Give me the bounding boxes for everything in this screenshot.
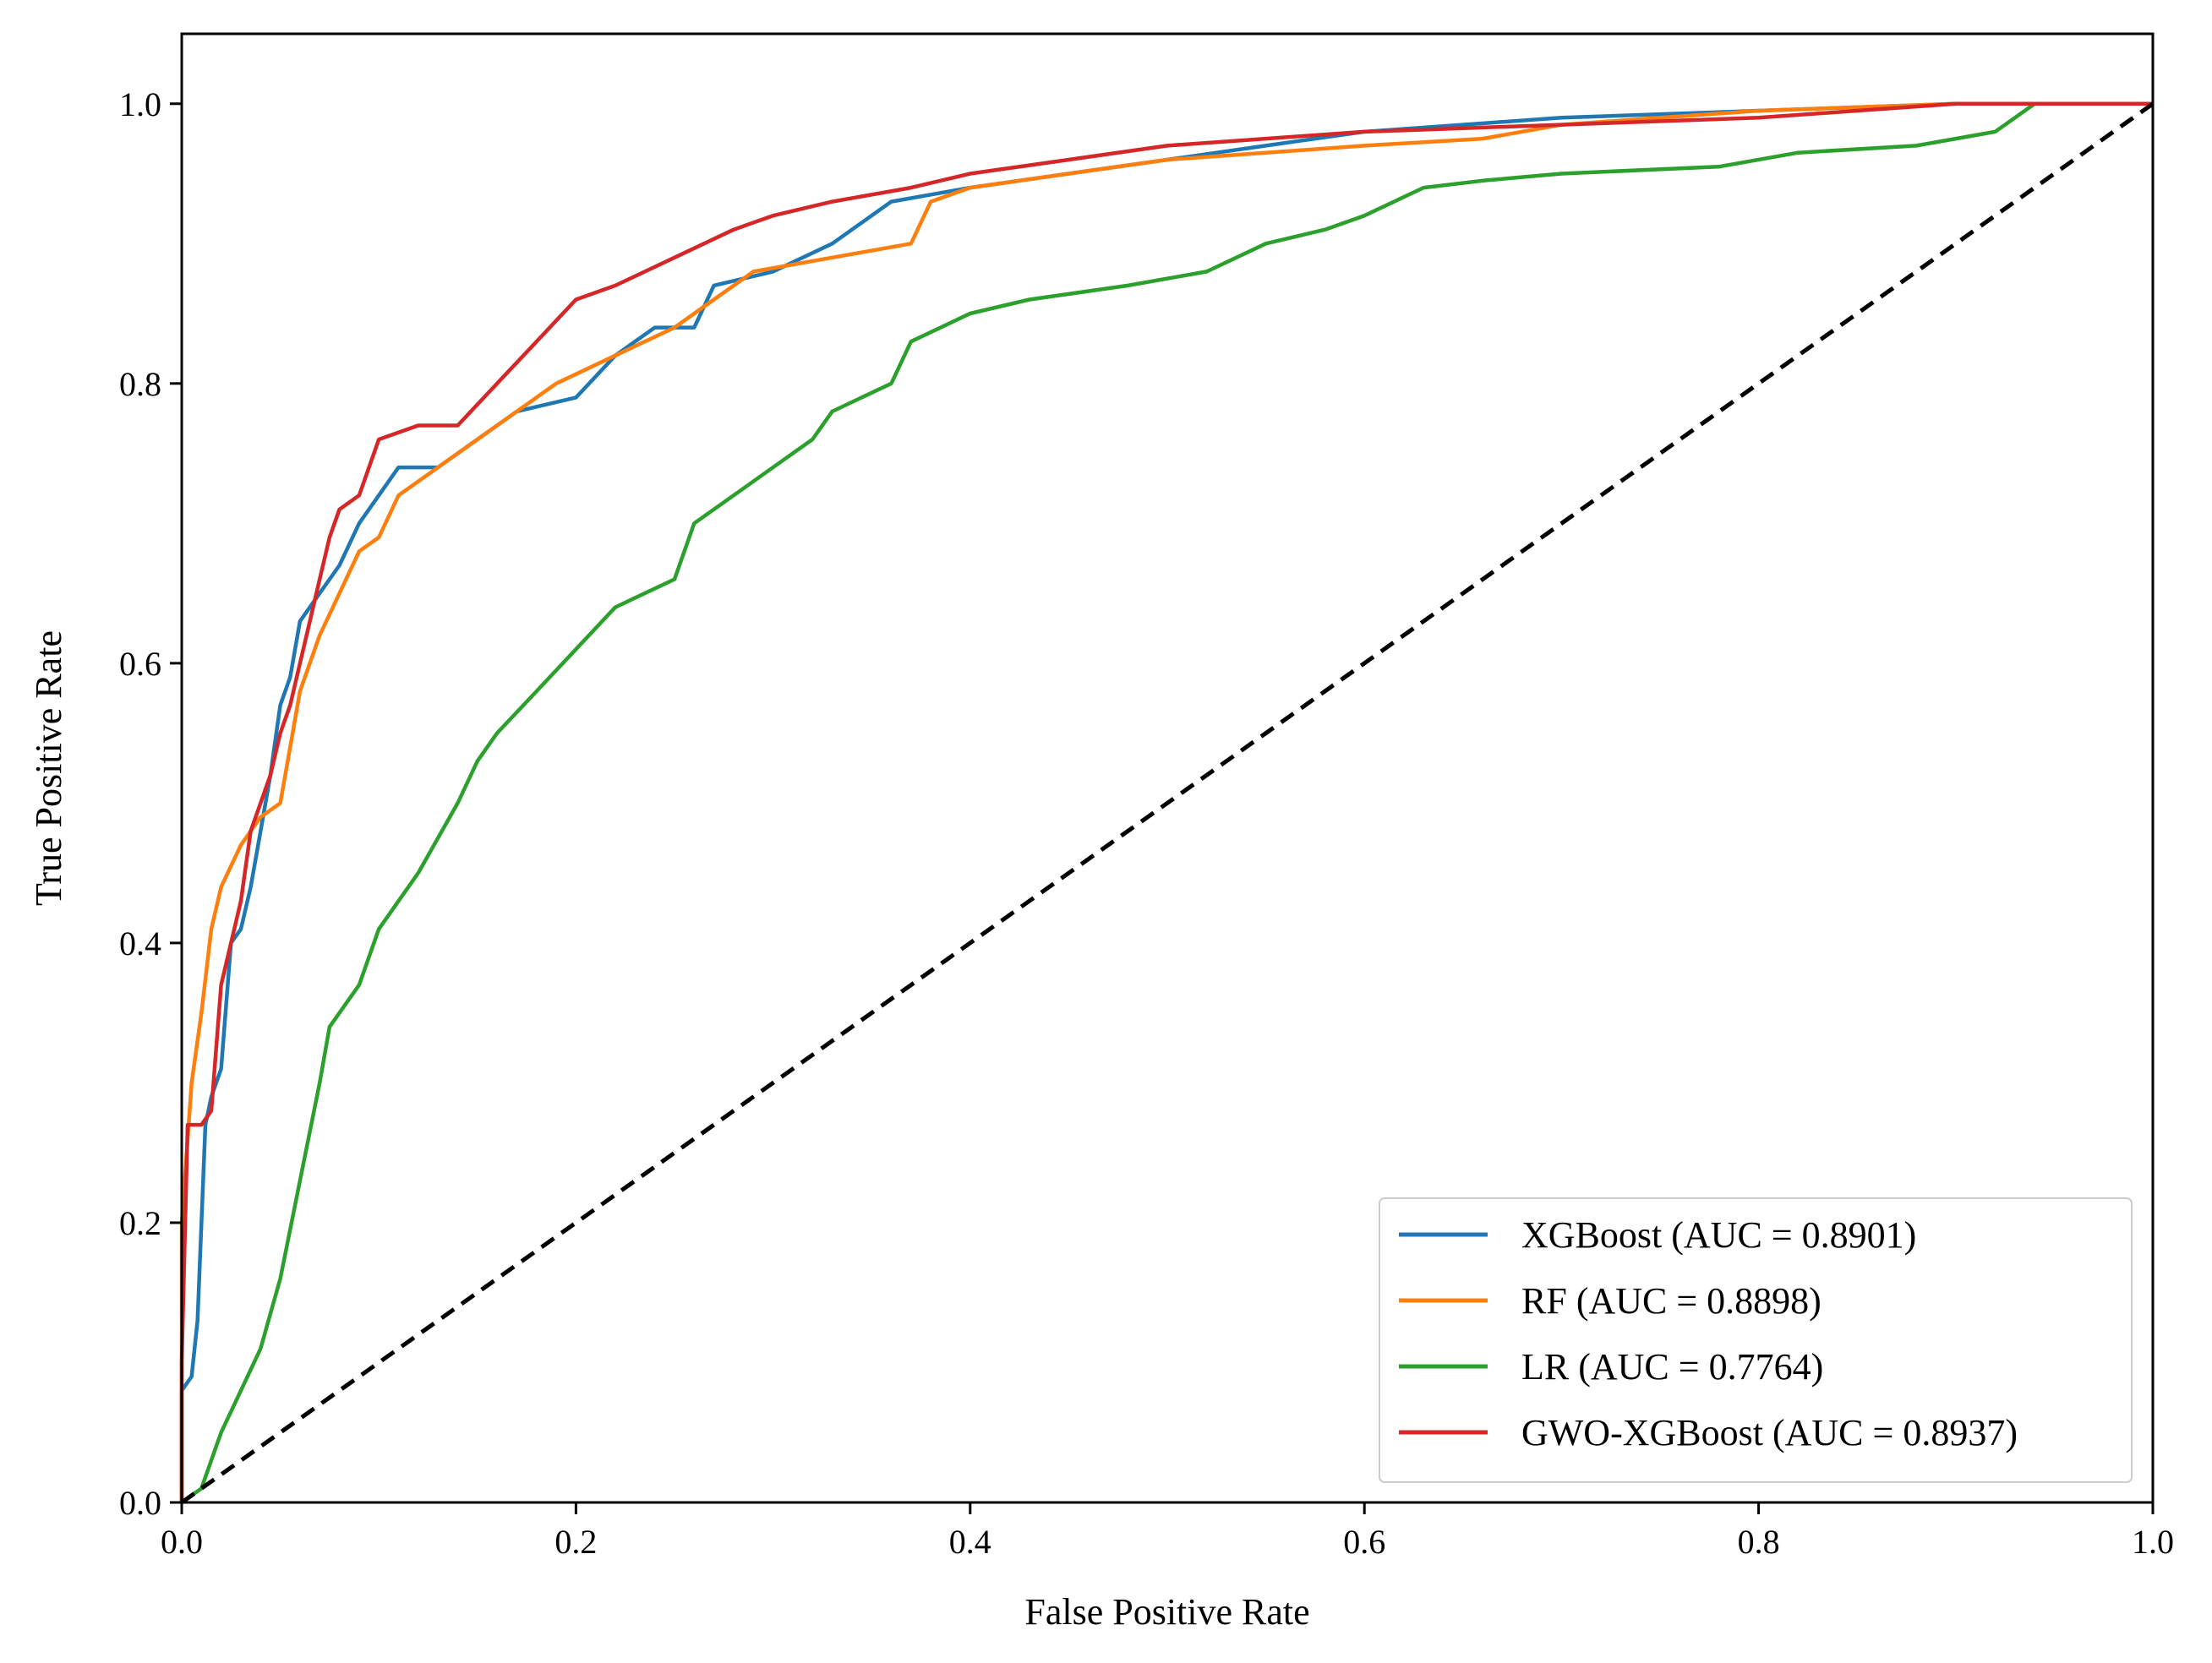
y-tick-label: 1.0 [119, 85, 161, 123]
x-tick-label: 1.0 [2132, 1523, 2174, 1561]
y-tick-label: 0.2 [119, 1204, 161, 1242]
series-layer [179, 101, 2155, 1505]
legend: XGBoost (AUC = 0.8901) RF (AUC = 0.8898)… [1379, 1197, 2133, 1483]
plot-frame [180, 32, 2155, 1504]
x-tick-label: 0.4 [949, 1523, 991, 1561]
ticks-layer: 0.0 0.2 0.4 0.6 0.8 1.0 0.0 0.2 0.4 0.6 0.8 1.0 [119, 85, 2174, 1561]
y-tick-label: 0.0 [119, 1484, 161, 1522]
legend-box [1379, 1197, 2133, 1483]
y-tick-label: 0.8 [119, 365, 161, 403]
x-tick-label: 0.6 [1343, 1523, 1385, 1561]
y-axis-label: True Positive Rate [28, 630, 69, 906]
y-tick-label: 0.6 [119, 645, 161, 683]
legend-label-gwo-xgboost: GWO-XGBoost (AUC = 0.8937) [1521, 1412, 2018, 1453]
x-tick-label: 0.0 [161, 1523, 203, 1561]
x-tick-label: 0.2 [554, 1523, 597, 1561]
series-line-rf [179, 101, 2153, 1502]
y-tick-label: 0.4 [119, 924, 161, 962]
x-tick-label: 0.8 [1738, 1523, 1780, 1561]
legend-label-xgboost: XGBoost (AUC = 0.8901) [1521, 1214, 1916, 1256]
legend-label-lr: LR (AUC = 0.7764) [1521, 1346, 1823, 1388]
chance-diagonal [180, 101, 2155, 1505]
series-line-gwo-xgboost [179, 101, 2153, 1502]
legend-label-rf: RF (AUC = 0.8898) [1521, 1280, 1821, 1322]
x-axis-label: False Positive Rate [1024, 1591, 1309, 1633]
series-line-lr [180, 101, 2153, 1504]
